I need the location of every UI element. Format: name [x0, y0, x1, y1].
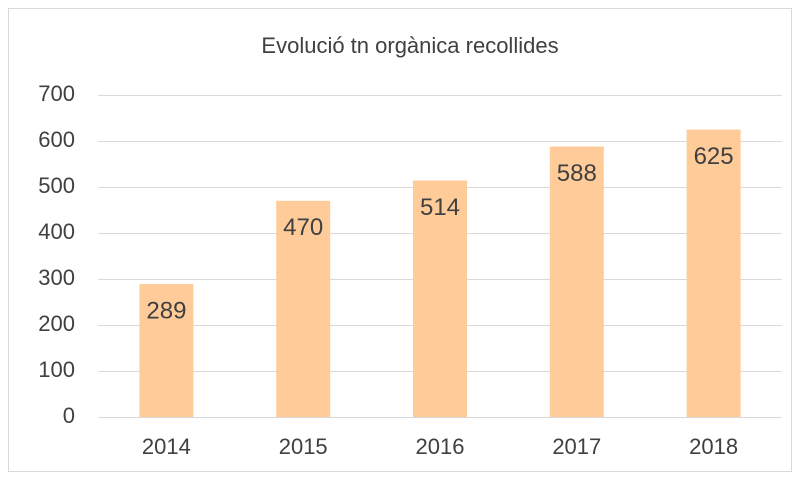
- data-label: 588: [557, 160, 597, 187]
- y-tick-label: 300: [38, 265, 75, 290]
- y-tick-label: 600: [38, 127, 75, 152]
- data-label: 289: [146, 297, 186, 324]
- bar: [549, 146, 604, 417]
- y-tick-label: 200: [38, 311, 75, 336]
- bar: [276, 200, 331, 417]
- bar: [686, 129, 741, 417]
- chart-title: Evolució tn orgànica recollides: [261, 33, 558, 58]
- y-tick-label: 400: [38, 219, 75, 244]
- x-tick-label: 2017: [552, 434, 601, 459]
- y-tick-label: 0: [63, 403, 75, 428]
- data-label: 625: [694, 143, 734, 170]
- data-label: 470: [283, 214, 323, 241]
- chart-border: [8, 8, 792, 472]
- y-tick-label: 700: [38, 81, 75, 106]
- x-tick-label: 2018: [689, 434, 738, 459]
- data-label: 514: [420, 194, 460, 221]
- x-tick-label: 2015: [279, 434, 328, 459]
- x-tick-label: 2014: [142, 434, 191, 459]
- bar: [139, 284, 194, 417]
- bar: [413, 180, 467, 417]
- x-tick-label: 2016: [416, 434, 465, 459]
- y-tick-label: 100: [38, 357, 75, 382]
- y-tick-label: 500: [38, 173, 75, 198]
